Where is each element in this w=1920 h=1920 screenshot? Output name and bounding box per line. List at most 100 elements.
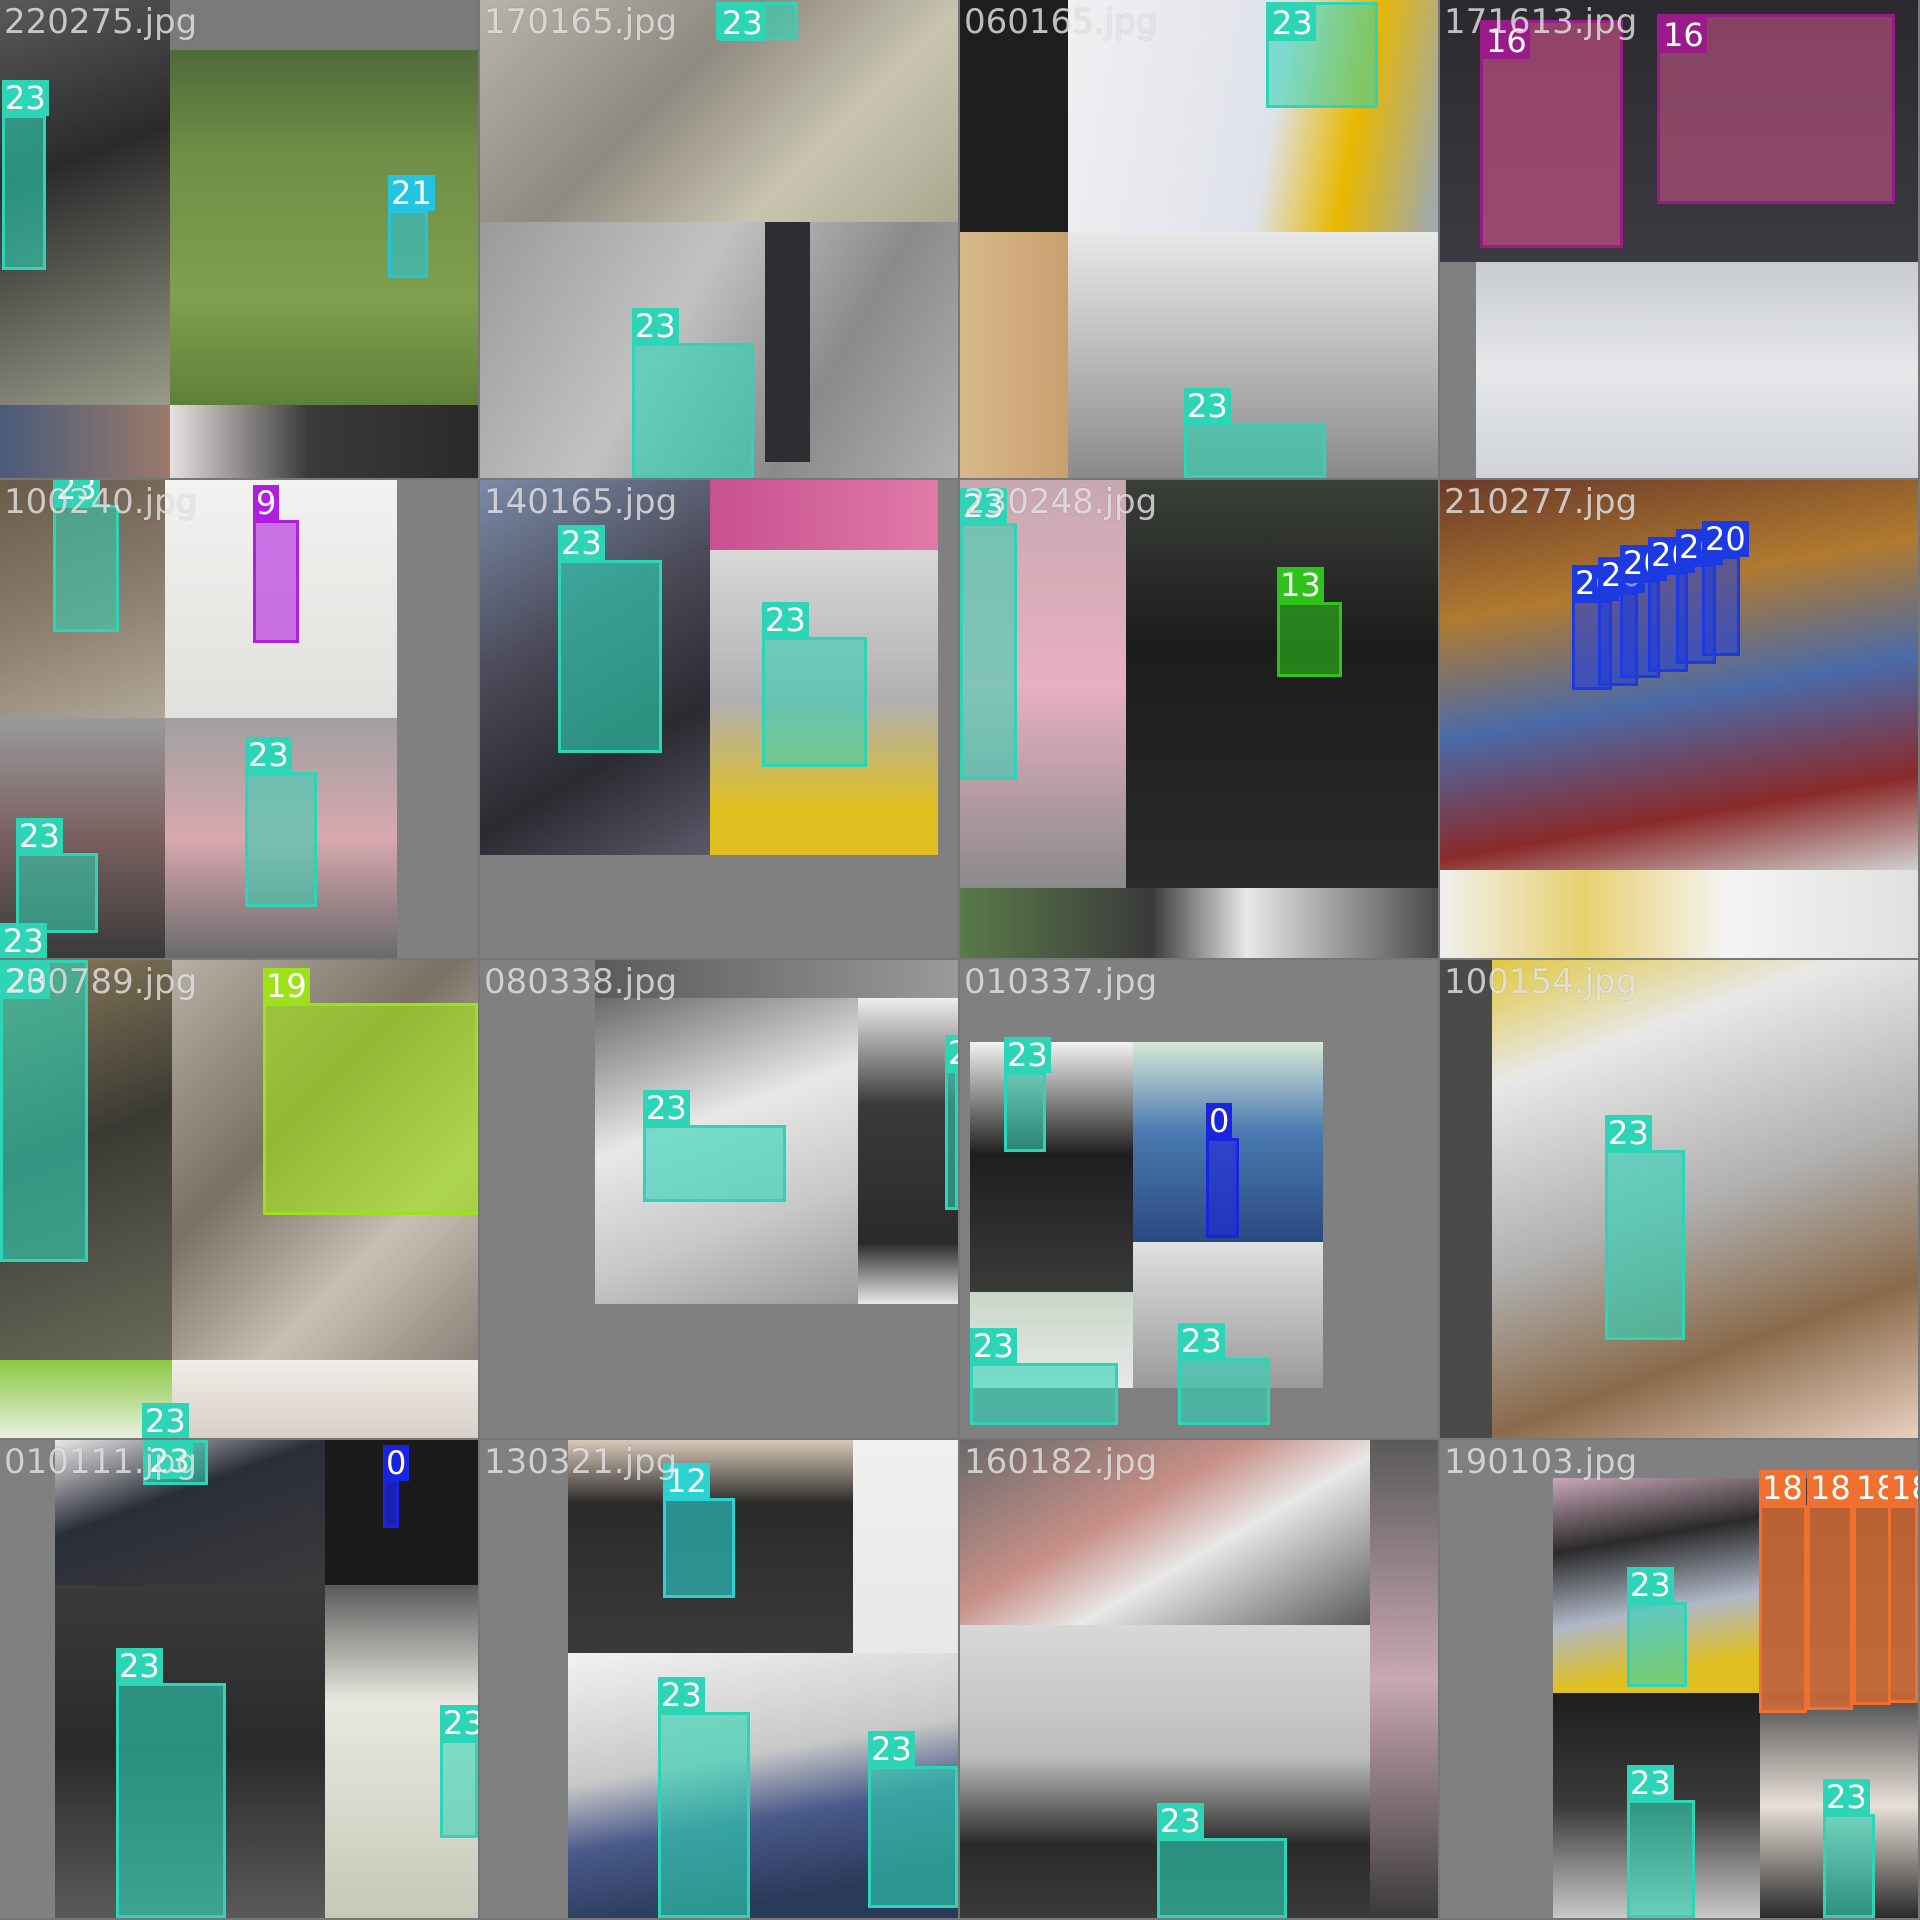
filename-label: 160182.jpg bbox=[964, 1442, 1158, 1482]
image-tile: 130321.jpg 12 23 23 bbox=[480, 1440, 958, 1918]
detection-label: 0 bbox=[383, 1445, 410, 1481]
detection-box: 21 bbox=[388, 175, 435, 278]
photo-region bbox=[1476, 262, 1918, 478]
detection-label: 23 bbox=[3, 963, 50, 999]
photo-region bbox=[1492, 960, 1918, 1438]
detection-box: 23 bbox=[970, 1328, 1118, 1425]
detection-label: 23 bbox=[558, 525, 605, 561]
photo-region bbox=[170, 0, 478, 50]
detection-label: 23 bbox=[719, 5, 766, 41]
detection-box: 23 bbox=[0, 960, 88, 1262]
detection-box: 20 bbox=[1702, 521, 1749, 656]
detection-box: 23 bbox=[440, 1705, 478, 1838]
detection-box: 23 bbox=[16, 818, 98, 933]
filename-label: 230248.jpg bbox=[964, 482, 1158, 522]
detection-box: 9 bbox=[253, 485, 299, 643]
detection-box: 23 bbox=[1627, 1567, 1687, 1687]
detection-box: 13 bbox=[1277, 567, 1342, 677]
image-tile: 060165.jpg 23 23 bbox=[960, 0, 1438, 478]
detection-box: 23 bbox=[116, 1648, 226, 1918]
detection-box: 12 bbox=[663, 1463, 735, 1598]
detection-box: 23 bbox=[1004, 1037, 1051, 1152]
detection-label: 23 bbox=[245, 737, 292, 773]
detection-box: 0 bbox=[1206, 1103, 1239, 1238]
detection-box: 23 bbox=[762, 602, 867, 767]
filename-label: 171613.jpg bbox=[1444, 2, 1638, 42]
detection-label: 23 bbox=[945, 1035, 958, 1071]
image-tile: 200789.jpg 23 19 23 bbox=[0, 960, 478, 1438]
image-tile: 170165.jpg 23 23 bbox=[480, 0, 958, 478]
detection-label: 23 bbox=[658, 1677, 705, 1713]
filename-label: 200789.jpg bbox=[4, 962, 198, 1002]
detection-box: 16 bbox=[1480, 20, 1623, 248]
detection-box: 16 bbox=[1657, 14, 1895, 204]
filename-label: 170165.jpg bbox=[484, 2, 678, 42]
detection-label: 23 bbox=[643, 1090, 690, 1126]
detection-box: 23 bbox=[945, 1035, 958, 1210]
detection-label: 21 bbox=[388, 175, 435, 211]
detection-box: 18 bbox=[1759, 1470, 1807, 1713]
detection-box: 23 bbox=[643, 1090, 786, 1202]
detection-label: 23 bbox=[1823, 1779, 1870, 1815]
detection-box: 23 bbox=[1605, 1115, 1685, 1340]
detection-label: 23 bbox=[1157, 1803, 1204, 1839]
detection-box: 23 bbox=[658, 1677, 750, 1918]
detection-label: 18 bbox=[1807, 1470, 1854, 1506]
detection-label: 23 bbox=[1178, 1323, 1225, 1359]
filename-label: 100154.jpg bbox=[1444, 962, 1638, 1002]
image-tile: 160182.jpg 23 bbox=[960, 1440, 1438, 1918]
detection-box: 23 bbox=[53, 480, 119, 632]
filename-label: 100240.jpg bbox=[4, 482, 198, 522]
filename-label: 140165.jpg bbox=[484, 482, 678, 522]
photo-region bbox=[765, 222, 810, 462]
detection-label: 23 bbox=[1004, 1037, 1051, 1073]
image-tile: 190103.jpg 18 18 18 18 23 23 23 bbox=[1440, 1440, 1918, 1918]
detection-label: 23 bbox=[116, 1648, 163, 1684]
photo-region bbox=[1126, 480, 1438, 888]
detection-label: 23 bbox=[632, 308, 679, 344]
filename-label: 080338.jpg bbox=[484, 962, 678, 1002]
detection-label: 23 bbox=[1269, 5, 1316, 41]
detection-box: 23 bbox=[960, 488, 1017, 780]
detection-label: 23 bbox=[16, 818, 63, 854]
photo-region bbox=[172, 1360, 478, 1438]
photo-region bbox=[1440, 870, 1918, 958]
photo-region bbox=[960, 0, 1068, 232]
detection-label: 16 bbox=[1660, 17, 1707, 53]
detection-box: 23 bbox=[868, 1731, 958, 1908]
image-tile: 010337.jpg 23 0 23 23 bbox=[960, 960, 1438, 1438]
image-tile: 100154.jpg 23 bbox=[1440, 960, 1918, 1438]
photo-region bbox=[1370, 1440, 1438, 1918]
photo-region bbox=[960, 232, 1068, 478]
photo-region bbox=[853, 1440, 958, 1653]
photo-region bbox=[0, 405, 170, 478]
detection-label: 19 bbox=[263, 968, 310, 1004]
filename-label: 220275.jpg bbox=[4, 2, 198, 42]
detection-box: 23 bbox=[1184, 388, 1326, 478]
photo-region bbox=[170, 50, 478, 405]
image-tile: 010111.jpg 23 0 23 23 bbox=[0, 1440, 478, 1918]
photo-region bbox=[960, 1440, 1370, 1625]
detection-box: 23 bbox=[1178, 1323, 1270, 1425]
detection-label: 23 bbox=[1627, 1765, 1674, 1801]
detection-label: 23 bbox=[960, 488, 1007, 524]
detection-box: 18 bbox=[1807, 1470, 1854, 1710]
detection-box: 23 bbox=[558, 525, 662, 753]
detection-label: 23 bbox=[440, 1705, 478, 1741]
filename-label: 060165.jpg bbox=[964, 2, 1158, 42]
detection-label: 23 bbox=[762, 602, 809, 638]
detection-box: 23 bbox=[1266, 2, 1378, 108]
filename-label: 010111.jpg bbox=[4, 1442, 198, 1482]
detection-label: 0 bbox=[1206, 1103, 1233, 1139]
image-tile: 171613.jpg 16 16 bbox=[1440, 0, 1918, 478]
photo-region bbox=[970, 1042, 1133, 1292]
detection-box: 18 bbox=[1853, 1470, 1900, 1705]
detection-label: 23 bbox=[868, 1731, 915, 1767]
image-tile: 100240.jpg 23 9 23 23 23 bbox=[0, 480, 478, 958]
detection-label: 9 bbox=[253, 485, 280, 521]
detection-box: 23 bbox=[1157, 1803, 1287, 1918]
detection-label: 23 bbox=[1627, 1567, 1674, 1603]
detection-label: 23 bbox=[142, 1403, 189, 1438]
detection-label: 12 bbox=[663, 1463, 710, 1499]
